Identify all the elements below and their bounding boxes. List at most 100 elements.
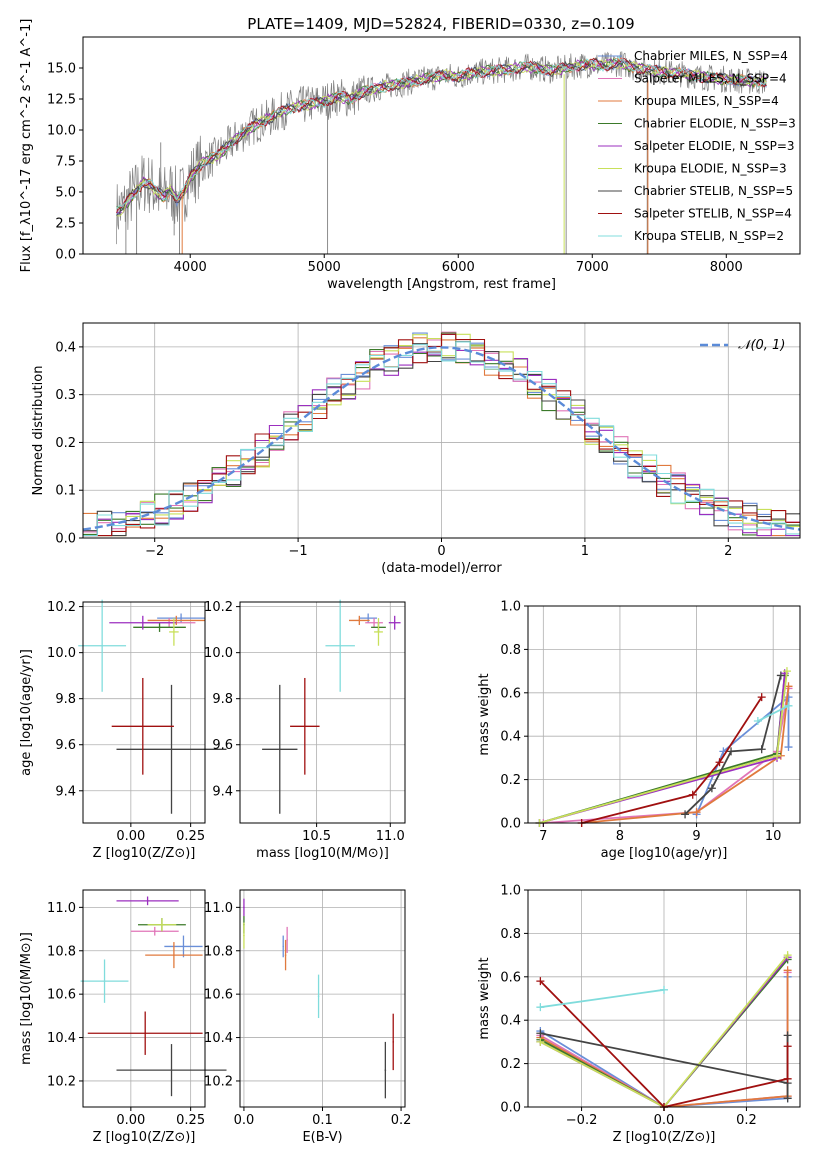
y-tick-label: 9.4	[55, 784, 76, 799]
y-axis-label: age [log10(age/yr)]	[19, 649, 34, 776]
x-tick-label: 7000	[576, 260, 609, 275]
histogram-salp_stelib	[83, 333, 800, 537]
grid-layer	[83, 323, 800, 1108]
weight-marker-krou_elodie	[783, 951, 792, 960]
y-axis-label: Flux [f_λ10^-17 erg cm^-2 s^-1 A^-1]	[19, 19, 34, 273]
y-tick-label: 0.8	[500, 643, 521, 658]
point-salp_stelib	[304, 725, 306, 728]
weight-line-salp_miles	[543, 688, 790, 824]
point-salp_stelib	[392, 1041, 395, 1043]
point-krou_miles	[173, 954, 175, 956]
weight-marker-salp_stelib	[536, 977, 545, 986]
y-tick-label: 10.6	[47, 988, 76, 1003]
y-axis-label: mass weight	[477, 957, 492, 1039]
weight-line-salp_stelib	[539, 980, 789, 1108]
x-tick-label: 9	[692, 829, 700, 844]
x-tick-label: 0.25	[176, 829, 205, 844]
x-tick-label: −1	[289, 544, 308, 559]
weight-line-chab_stelib	[684, 675, 782, 815]
y-tick-label: 0.0	[500, 1101, 521, 1116]
weight-marker-salp_stelib	[688, 790, 697, 799]
x-tick-label: 4000	[174, 260, 207, 275]
weight-marker-krou_stelib	[753, 717, 762, 726]
weight-line-chab_elodie	[539, 675, 786, 824]
point-salp_elodie	[146, 900, 149, 902]
weight-marker-krou_stelib	[536, 1003, 545, 1012]
y-tick-label: 12.5	[47, 93, 76, 108]
y-tick-label: 10.2	[47, 1074, 76, 1089]
model-line-salp_stelib	[116, 57, 767, 214]
x-tick-label: 0.2	[736, 1113, 757, 1128]
weight-line-krou_stelib	[757, 704, 789, 722]
y-tick-label: 0.2	[500, 773, 521, 788]
axes-frame	[82, 889, 206, 1108]
y-tick-label: 0.1	[55, 484, 76, 499]
weight-line-salp_stelib	[581, 696, 763, 824]
point-salp_elodie	[393, 621, 396, 624]
point-chab_stelib	[170, 1069, 173, 1071]
legend-label: 𝒩(0, 1)	[738, 338, 785, 353]
weight-marker-krou_miles	[692, 808, 701, 817]
weight-line-krou_miles	[581, 686, 790, 824]
weight-line-chab_miles	[695, 695, 790, 815]
y-tick-label: 9.6	[55, 738, 76, 753]
weight-marker-salp_stelib	[783, 1074, 792, 1083]
x-axis-label: E(B-V)	[302, 1130, 342, 1145]
y-tick-label: 0.0	[500, 817, 521, 832]
x-axis-label: wavelength [Angstrom, rest frame]	[327, 277, 556, 292]
y-tick-label: 0.2	[55, 436, 76, 451]
legend-label: Kroupa ELODIE, N_SSP=3	[634, 162, 787, 176]
axes-layer	[79, 36, 801, 1111]
legend-label: Chabrier STELIB, N_SSP=5	[634, 184, 793, 198]
y-tick-label: 9.8	[212, 692, 233, 707]
y-tick-label: 10.0	[204, 646, 233, 661]
y-tick-label: 10.6	[204, 988, 233, 1003]
x-tick-label: 10.5	[302, 829, 331, 844]
point-chab_miles	[282, 945, 285, 948]
y-tick-label: 10.0	[47, 124, 76, 139]
weight-marker-chab_stelib	[776, 671, 785, 680]
y-tick-label: 10.0	[47, 646, 76, 661]
legend-label: Salpeter STELIB, N_SSP=4	[634, 207, 792, 221]
x-tick-label: −0.2	[566, 1113, 598, 1128]
weight-marker-chab_miles	[784, 743, 793, 752]
point-salp_elodie	[142, 621, 144, 624]
y-tick-label: 9.6	[212, 738, 233, 753]
x-tick-label: 0.0	[654, 1113, 675, 1128]
x-axis-label: (data-model)/error	[381, 561, 502, 576]
weight-marker-chab_stelib	[783, 1031, 792, 1040]
y-tick-label: 10.2	[47, 600, 76, 615]
weight-marker-krou_stelib	[660, 985, 668, 994]
weight-marker-krou_elodie	[536, 1037, 545, 1046]
y-tick-label: 11.0	[47, 901, 76, 916]
x-tick-label: 7	[539, 829, 547, 844]
weight-marker-salp_stelib	[715, 758, 724, 767]
y-tick-label: 0.3	[55, 388, 76, 403]
y-tick-label: 0.2	[500, 1057, 521, 1072]
x-axis-label: Z [log10(Z/Z⊙)]	[93, 846, 196, 861]
y-tick-label: 0.0	[55, 532, 76, 547]
y-tick-label: 0.4	[500, 1014, 521, 1029]
y-tick-label: 10.2	[204, 600, 233, 615]
axes-frame	[82, 601, 206, 824]
point-chab_stelib	[384, 1069, 387, 1071]
data-layer	[78, 51, 801, 1111]
model-line-chab_elodie	[116, 57, 767, 211]
point-krou_stelib	[339, 644, 341, 647]
point-krou_elodie	[243, 934, 245, 937]
point-krou_stelib	[317, 995, 320, 998]
point-krou_miles	[284, 954, 287, 956]
point-chab_miles	[180, 617, 182, 619]
x-tick-label: 0.1	[312, 1113, 333, 1128]
x-tick-label: 2	[724, 544, 732, 559]
weight-marker-krou_elodie	[773, 751, 782, 760]
x-tick-label: 6000	[442, 260, 475, 275]
weight-marker-chab_stelib	[681, 810, 690, 819]
point-salp_miles	[373, 621, 375, 624]
y-tick-label: 0.4	[500, 730, 521, 745]
point-chab_miles	[367, 617, 369, 619]
y-tick-label: 5.0	[55, 186, 76, 201]
point-krou_elodie	[377, 631, 380, 633]
legend-label: Salpeter ELODIE, N_SSP=3	[634, 139, 795, 153]
